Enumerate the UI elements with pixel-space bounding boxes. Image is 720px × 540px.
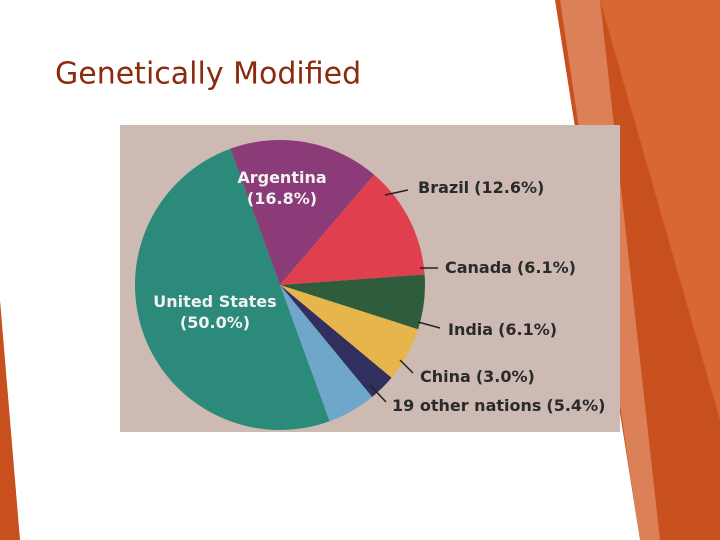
data-label: India (6.1%) (448, 320, 557, 339)
value-label: (12.6%) (474, 178, 544, 197)
pie-slice (134, 148, 330, 430)
data-label: United States (50.0%) (153, 292, 276, 332)
pie-slice (280, 274, 425, 330)
value-label: (5.4%) (546, 396, 605, 415)
value-label: (50.0%) (180, 313, 250, 332)
data-label: Argentina (16.8%) (237, 168, 326, 208)
pie-slice (280, 285, 373, 422)
pie-slice (280, 174, 425, 285)
category-label: China (420, 367, 471, 386)
data-label: Canada (6.1%) (445, 258, 576, 277)
value-label: (16.8%) (247, 189, 317, 208)
value-label: (6.1%) (498, 320, 557, 339)
pie-slice (230, 139, 375, 285)
decoration (0, 300, 20, 540)
category-label: India (448, 320, 493, 339)
leader-line (399, 359, 414, 374)
category-label: United States (153, 292, 276, 311)
category-label: Brazil (418, 178, 469, 197)
data-label: Brazil (12.6%) (418, 178, 544, 197)
data-label: 19 other nations (5.4%) (392, 396, 605, 415)
value-label: (3.0%) (476, 367, 535, 386)
leader-line (369, 384, 387, 403)
pie-slice (280, 285, 392, 397)
category-label: 19 other nations (392, 396, 541, 415)
category-label: Argentina (237, 168, 326, 187)
value-label: (6.1%) (517, 258, 576, 277)
data-label: China (3.0%) (420, 367, 535, 386)
slide-title: Genetically Modified (55, 57, 361, 92)
leader-line (417, 321, 441, 329)
category-label: Canada (445, 258, 512, 277)
leader-line (384, 189, 409, 196)
pie-slice (280, 285, 419, 378)
decoration (600, 0, 720, 420)
pie-chart: Argentina (16.8%) Brazil (12.6%) Canada (6.1%… (134, 139, 605, 430)
